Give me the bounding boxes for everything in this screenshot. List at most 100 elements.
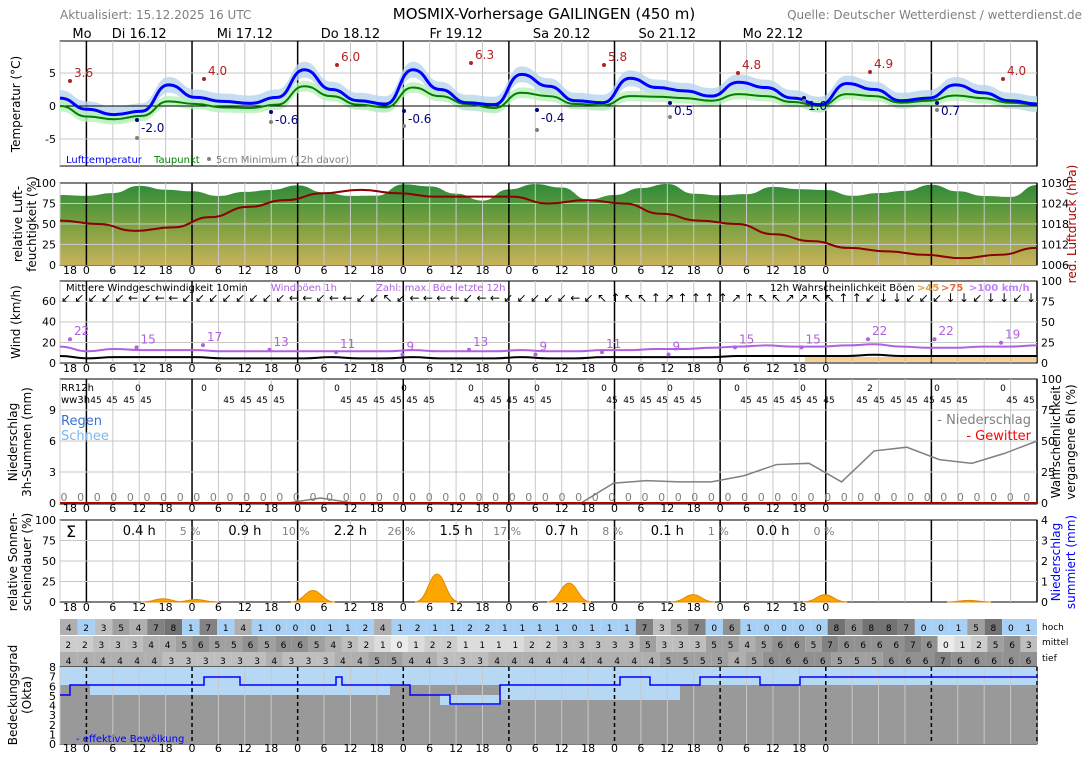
precip-value: 0	[193, 491, 200, 504]
cloud-cell-value: 3	[612, 641, 618, 651]
precip-value: 0	[426, 491, 433, 504]
precip-value: 0	[675, 491, 682, 504]
cloud-cell	[164, 619, 183, 635]
effective-cloud-line	[60, 676, 1037, 705]
cloud-cell-value: 4	[66, 657, 72, 667]
x-tick-label: 18	[581, 742, 595, 755]
cloud-cell	[209, 636, 226, 652]
cloud-cell	[454, 652, 472, 668]
cloud-cell-value: 2	[83, 624, 89, 634]
ww-code: 45	[640, 396, 651, 406]
sun-ylabel-1: relative Sonnen-	[6, 513, 20, 612]
min-temp-label: 0.7	[941, 104, 960, 118]
precip-value: 0	[276, 491, 283, 504]
wind-direction-arrow: ↖	[597, 291, 607, 305]
cloud-cell	[589, 636, 607, 652]
humidity-ylabel-1: relative Luft-	[11, 186, 25, 262]
temperature-panel: 3.6 4.0 6.0 6.3 5.8 4.8 4.9 4.0 -2.0 -0.6 -0.6 -0.4…	[9, 40, 1038, 167]
x-tick-label: 18	[475, 601, 489, 614]
cloud-cell	[473, 636, 491, 652]
wind-direction-arrow: ↙	[141, 291, 151, 305]
precip-value: 0	[990, 491, 997, 504]
x-tick-label: 0	[611, 264, 618, 277]
x-tick-label: 18	[475, 264, 489, 277]
y-tick-label: 50	[42, 555, 56, 568]
cloud-cell-value: 5	[214, 641, 220, 651]
min-temp-marker	[135, 118, 139, 122]
cloud-high-label: hoch	[1042, 623, 1064, 633]
x-tick-label: 0	[189, 362, 196, 375]
x-tick-label: 6	[637, 742, 644, 755]
cloud-cell-value: 3	[203, 657, 209, 667]
precip-value: 0	[1007, 491, 1014, 504]
wind-direction-arrow: ↖	[812, 291, 822, 305]
ww-code: 45	[273, 396, 284, 406]
cloud-cell-value: 6	[991, 657, 997, 667]
y-tick-label: -5	[45, 133, 56, 146]
wind-direction-arrow: ←	[342, 291, 352, 305]
cloud-cell-value: 0	[1008, 624, 1014, 634]
x-tick-label: 0	[189, 264, 196, 277]
cloud-cell	[182, 619, 200, 635]
wind-direction-arrow: ↙	[463, 291, 473, 305]
cloud-cell-value: 5	[645, 641, 651, 651]
cloud-cell-value: 3	[659, 624, 665, 634]
cloud-cell-value: 3	[132, 641, 138, 651]
cloud-cell-value: 3	[477, 657, 483, 667]
y-tick-label: 6	[49, 435, 56, 448]
wind-direction-arrow: ↗	[798, 291, 808, 305]
cloud-cell	[740, 619, 758, 635]
max-gust-marker	[733, 345, 737, 350]
wind-direction-arrow: ↙	[530, 291, 540, 305]
cloud-cell	[954, 636, 971, 652]
rr12-value: 0	[201, 384, 207, 394]
cloud-cell	[334, 652, 352, 668]
cloud-cell	[705, 619, 723, 635]
max-gust-label: 15	[141, 332, 156, 346]
ww-code: 45	[823, 396, 834, 406]
x-tick-label: 0	[294, 742, 301, 755]
wind-direction-arrow: ↖	[383, 291, 393, 305]
cloud-cell	[461, 619, 479, 635]
cloud-cell	[932, 619, 950, 635]
daily-sunshine-hours: 2.2 h	[334, 524, 367, 539]
ww-code: 45	[123, 396, 134, 406]
x-tick-label: 6	[532, 742, 539, 755]
cloud-cell-value: 4	[136, 624, 142, 634]
cloud-cell	[854, 636, 872, 652]
y-tick-label: 7	[49, 671, 56, 684]
wind-direction-arrow: ↑	[718, 291, 728, 305]
cloud-cell-value: 7	[694, 624, 700, 634]
cloud-cell-value: 0	[572, 624, 578, 634]
ground-min-marker	[935, 108, 939, 112]
cloud-cell	[805, 636, 822, 652]
cloud-cell	[1003, 636, 1021, 652]
cloud-ylabel-2: (Okta)	[20, 676, 34, 714]
cloud-cell-value: 6	[729, 624, 735, 634]
max-gust-marker	[467, 347, 471, 352]
max-temp-marker	[202, 77, 206, 81]
y-tick-label: 2	[1041, 555, 1048, 568]
x-tick-label: 12	[238, 362, 252, 375]
x-tick-label: 18	[581, 502, 595, 515]
wind-direction-arrow: ←	[329, 291, 339, 305]
wind-direction-arrow: ↑	[838, 291, 848, 305]
wind-direction-arrow: ←	[168, 291, 178, 305]
x-tick-label: 18	[159, 742, 173, 755]
x-tick-label: 12	[555, 502, 569, 515]
cloud-cell	[921, 636, 938, 652]
x-tick-label: 18	[475, 742, 489, 755]
pressure-ylabel: red. Luftdruck (hPa)	[1065, 165, 1079, 284]
ww-code: 45	[390, 396, 401, 406]
cloud-cell	[838, 636, 855, 652]
max-temp-label: 4.8	[742, 58, 761, 72]
x-tick-label: 0	[611, 742, 618, 755]
cloud-cell-value: 1	[624, 624, 630, 634]
cloud-cell-value: 5	[231, 641, 237, 651]
cloud-cell	[385, 652, 403, 668]
daily-sunshine-hours: 0.7 h	[545, 524, 578, 539]
x-tick-label: 18	[370, 601, 384, 614]
cloud-cell	[862, 619, 880, 635]
cloud-cell	[60, 652, 78, 668]
cloud-cell	[291, 636, 309, 652]
